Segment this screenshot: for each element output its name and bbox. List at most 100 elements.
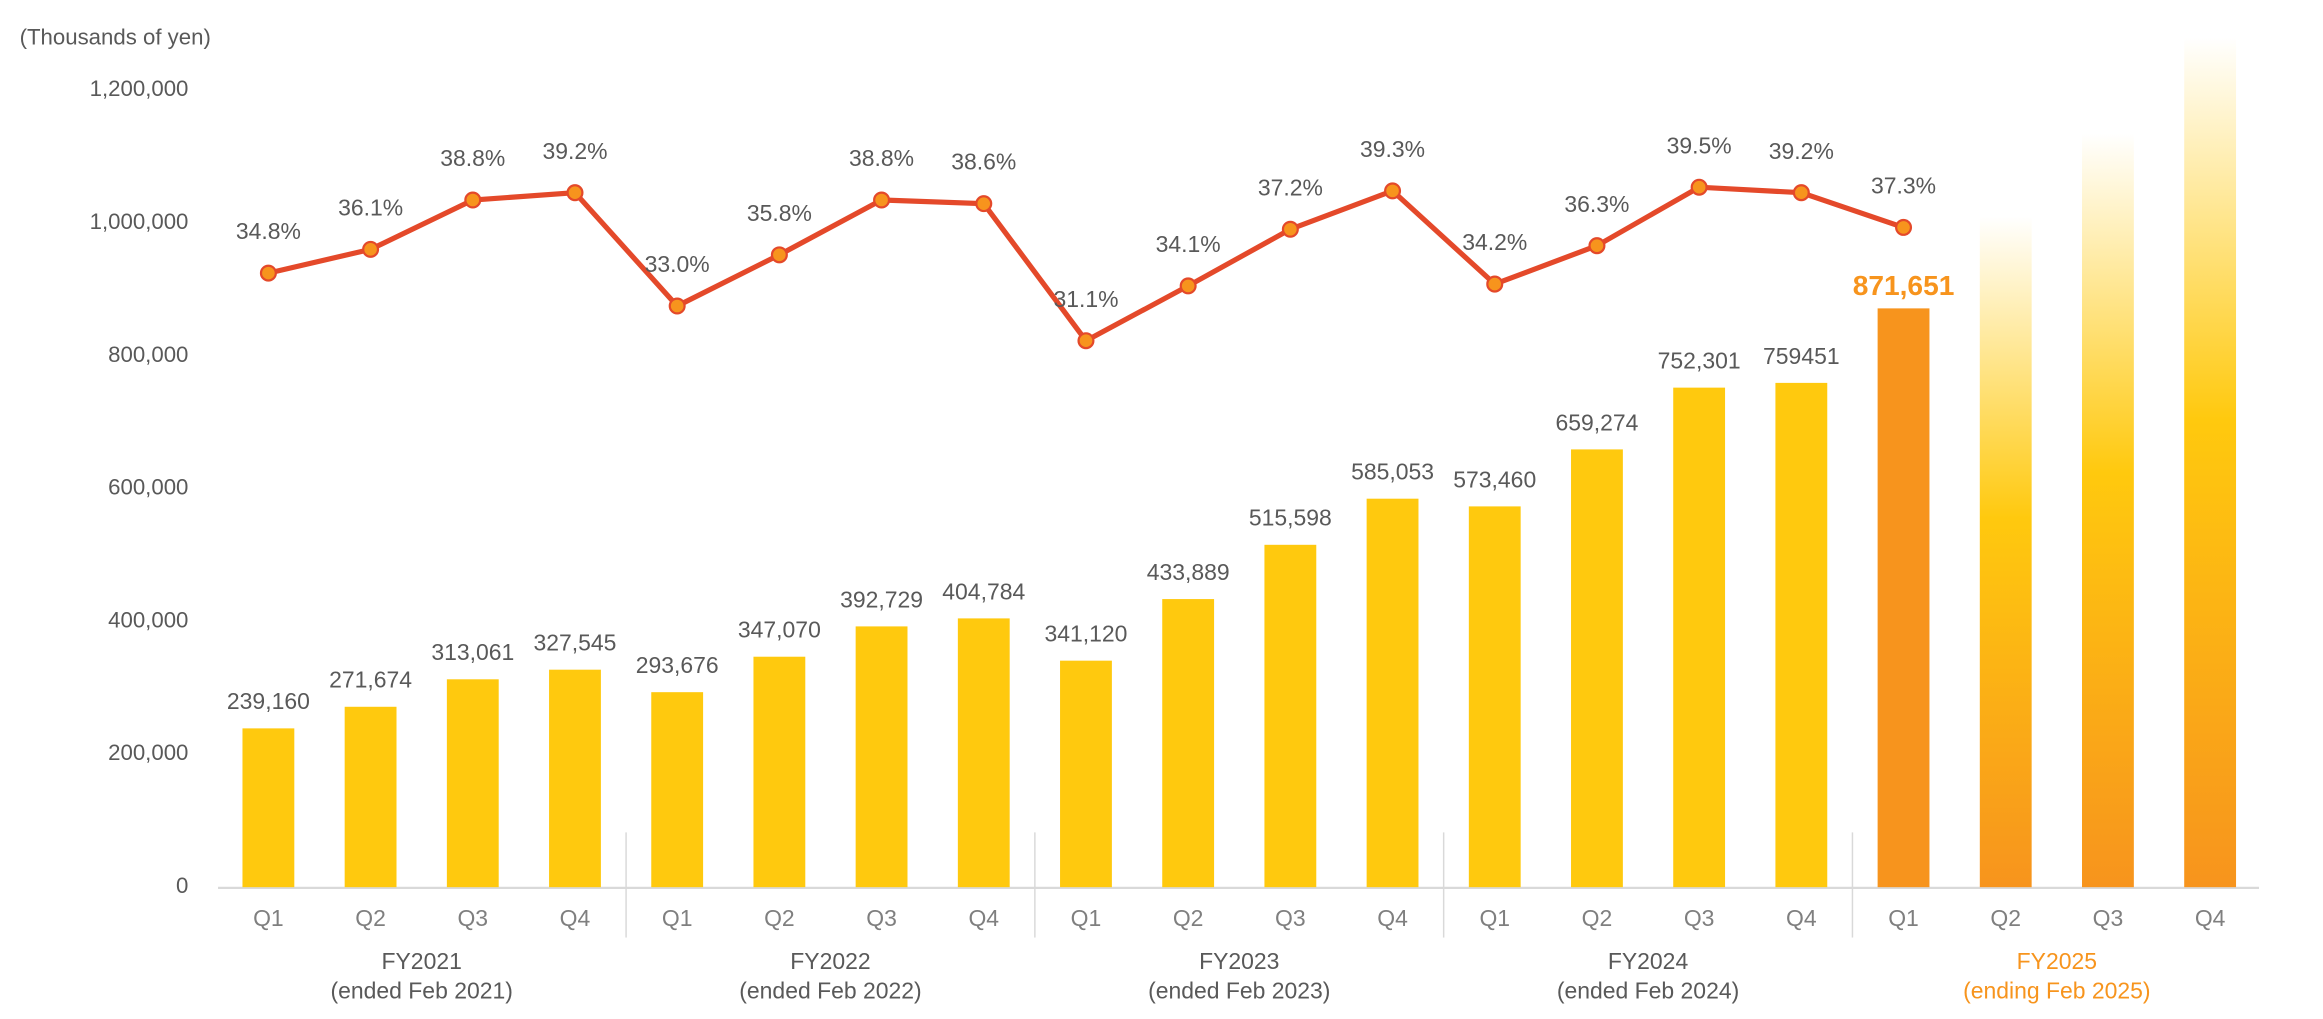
bar-value-label: 404,784 <box>942 578 1025 604</box>
y-tick-label: 400,000 <box>108 607 188 632</box>
bar <box>549 669 601 888</box>
line-value-label: 39.2% <box>542 138 607 164</box>
bar-value-label: 573,460 <box>1453 466 1536 492</box>
bar <box>2184 37 2237 888</box>
bar <box>1162 599 1215 888</box>
x-tick-label: Q4 <box>560 905 591 931</box>
bar <box>2082 133 2134 888</box>
line-value-label: 38.8% <box>440 145 505 171</box>
x-tick-label: Q3 <box>1684 905 1715 931</box>
bar-value-label: 313,061 <box>431 639 514 665</box>
x-tick-label: Q4 <box>1377 905 1408 931</box>
line-marker <box>1384 182 1402 200</box>
x-tick-label: Q2 <box>355 905 386 931</box>
line-marker <box>1895 218 1913 236</box>
x-tick-label: Q1 <box>1888 905 1919 931</box>
bar-value-label: 515,598 <box>1249 505 1332 531</box>
group-sub-label: (ended Feb 2021) <box>331 977 513 1003</box>
line-value-label: 36.1% <box>338 194 403 220</box>
group-sub-label: (ending Feb 2025) <box>1963 977 2150 1003</box>
bar-value-label: 239,160 <box>227 688 310 714</box>
y-tick-label: 1,000,000 <box>90 209 189 234</box>
line-marker <box>464 191 482 209</box>
bar <box>1775 382 1828 888</box>
bar-value-label: 392,729 <box>840 586 923 612</box>
line-marker <box>975 195 993 213</box>
bar-value-label: 871,651 <box>1853 270 1955 301</box>
line-marker <box>1690 178 1708 196</box>
unit-label: (Thousands of yen) <box>20 24 211 49</box>
line-value-label: 34.2% <box>1462 229 1527 255</box>
bar <box>957 618 1010 888</box>
bar <box>242 728 295 888</box>
line-marker <box>1792 184 1810 202</box>
group-label: FY2023 <box>1199 948 1279 974</box>
line-marker <box>1486 275 1504 293</box>
x-tick-label: Q4 <box>2195 905 2226 931</box>
y-tick-label: 800,000 <box>108 342 188 367</box>
bar <box>344 706 397 888</box>
x-tick-label: Q3 <box>1275 905 1306 931</box>
line-marker <box>362 240 380 258</box>
bar <box>1264 544 1317 888</box>
bar <box>1468 506 1521 888</box>
line-marker <box>259 264 277 282</box>
bar-value-label: 752,301 <box>1658 348 1741 374</box>
line-marker <box>770 246 788 264</box>
bar <box>1571 449 1623 888</box>
line-marker <box>1588 237 1606 255</box>
x-tick-label: Q1 <box>662 905 693 931</box>
bar <box>446 679 499 888</box>
group-sub-label: (ended Feb 2023) <box>1148 977 1330 1003</box>
line-value-label: 37.2% <box>1258 174 1323 200</box>
x-tick-label: Q3 <box>2093 905 2124 931</box>
bar <box>1673 387 1726 888</box>
group-label: FY2022 <box>790 948 870 974</box>
x-tick-label: Q4 <box>968 905 999 931</box>
x-tick-label: Q2 <box>1582 905 1613 931</box>
y-tick-label: 200,000 <box>108 740 188 765</box>
bar-value-label: 271,674 <box>329 667 412 693</box>
y-tick-label: 600,000 <box>108 475 188 500</box>
x-tick-label: Q1 <box>253 905 284 931</box>
x-tick-label: Q3 <box>457 905 488 931</box>
bar-value-label: 347,070 <box>738 617 821 643</box>
line-value-label: 38.8% <box>849 145 914 171</box>
bar-value-label: 759451 <box>1763 343 1840 369</box>
line-value-label: 36.3% <box>1564 191 1629 217</box>
line-marker <box>873 191 891 209</box>
bar <box>1979 216 2032 888</box>
line-value-label: 39.3% <box>1360 136 1425 162</box>
bar-value-label: 659,274 <box>1555 409 1638 435</box>
line-value-label: 38.6% <box>951 149 1016 175</box>
line-marker <box>668 297 686 315</box>
x-tick-label: Q2 <box>1990 905 2021 931</box>
bar-value-label: 293,676 <box>636 652 719 678</box>
bar <box>1877 308 1930 888</box>
bar <box>1366 498 1419 888</box>
line-value-label: 31.1% <box>1053 286 1118 312</box>
line-marker <box>1077 332 1095 350</box>
group-label: FY2024 <box>1608 948 1689 974</box>
bar <box>753 656 806 888</box>
margin-line <box>267 184 1905 345</box>
bar <box>1060 660 1112 888</box>
x-tick-label: Q2 <box>1173 905 1204 931</box>
line-value-label: 34.1% <box>1156 231 1221 257</box>
x-tick-label: Q4 <box>1786 905 1817 931</box>
group-sub-label: (ended Feb 2024) <box>1557 977 1739 1003</box>
line-value-label: 33.0% <box>645 251 710 277</box>
x-tick-label: Q3 <box>866 905 897 931</box>
line-value-label: 35.8% <box>747 200 812 226</box>
line-value-label: 34.8% <box>236 218 301 244</box>
line-marker <box>1179 277 1197 295</box>
line-value-label: 37.3% <box>1871 172 1936 198</box>
y-tick-label: 0 <box>176 873 188 898</box>
bar-value-label: 585,053 <box>1351 459 1434 485</box>
line-value-label: 39.2% <box>1769 138 1834 164</box>
bar-value-label: 433,889 <box>1147 559 1230 585</box>
y-tick-label: 1,200,000 <box>90 76 189 101</box>
line-marker <box>1281 220 1299 238</box>
bar <box>651 692 704 888</box>
